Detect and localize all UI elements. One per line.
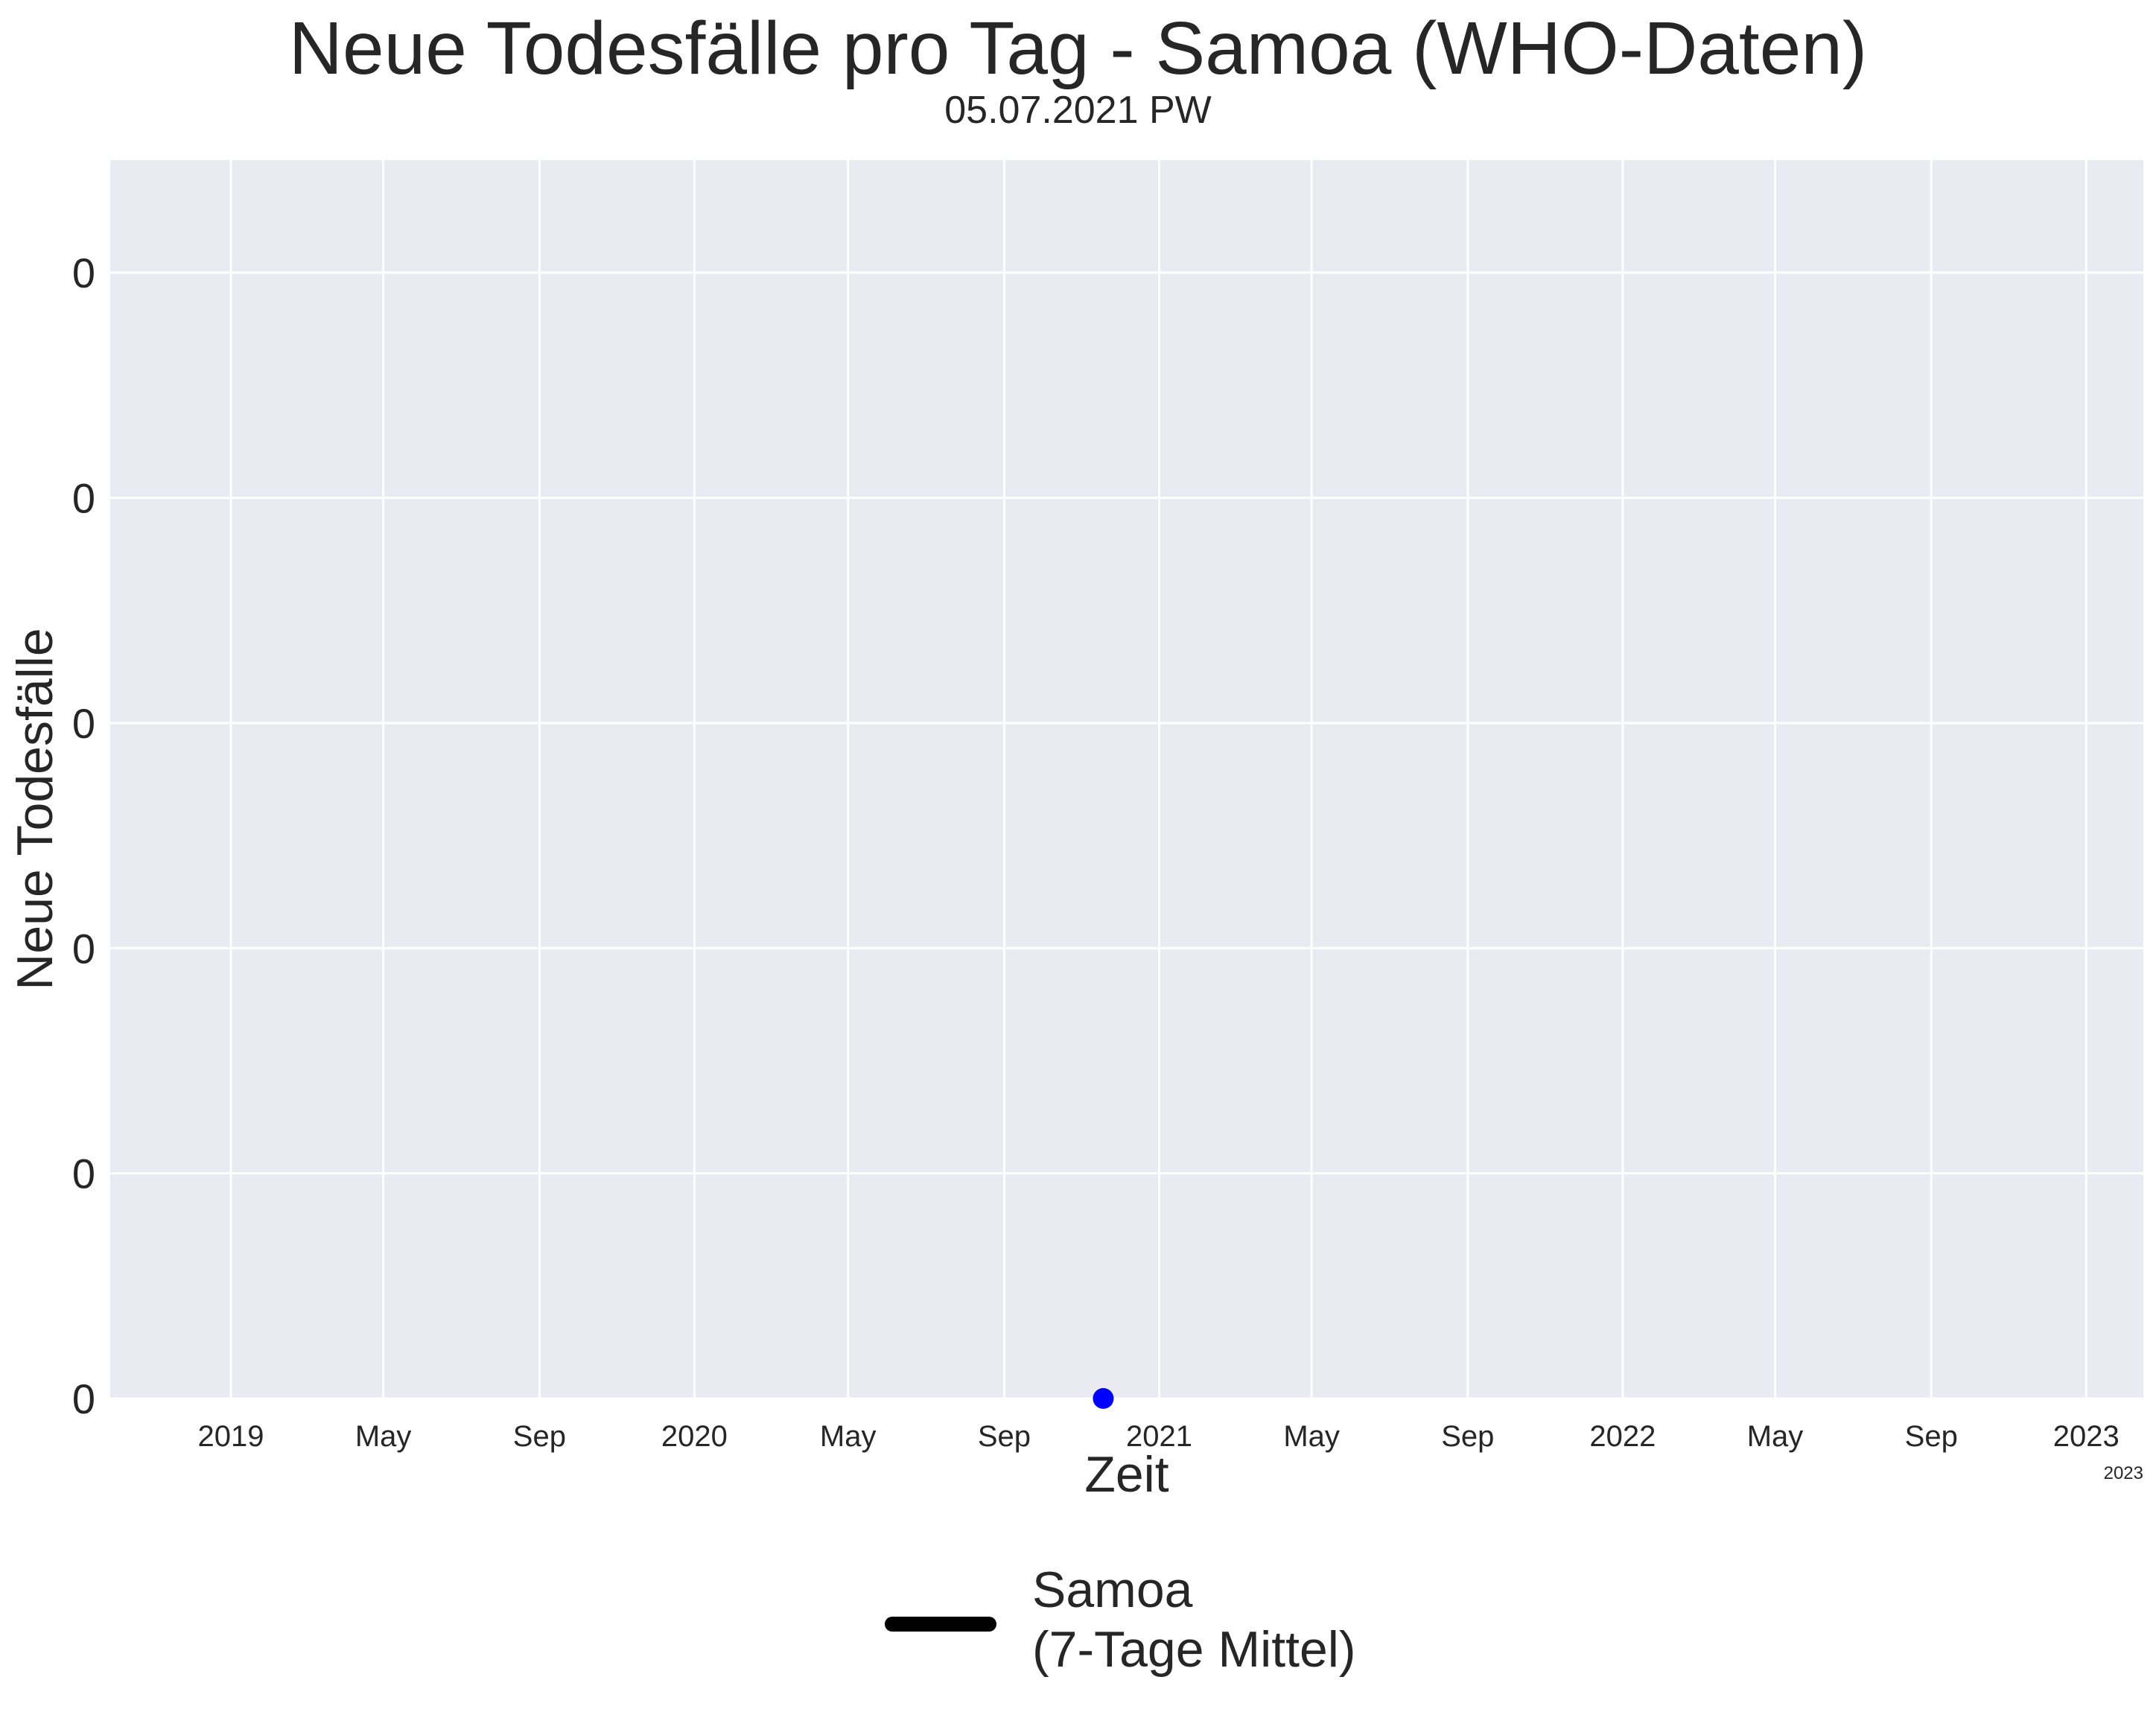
y-tick-label: 0 [72,475,95,522]
chart-title: Neue Todesfälle pro Tag - Samoa (WHO-Dat… [288,7,1868,90]
chart-subtitle: 05.07.2021 PW [944,89,1212,132]
y-tick-label: 0 [72,1375,95,1422]
plot-area [110,160,2143,1398]
x-tick-label: Sep [1441,1420,1494,1453]
data-point-marker [1093,1388,1114,1409]
y-tick-label: 0 [72,925,95,972]
x-offset-label: 2023 [2104,1463,2143,1483]
y-tick-label: 0 [72,249,95,296]
x-tick-label: 2023 [2053,1420,2120,1453]
x-tick-label: May [820,1420,877,1453]
x-tick-label: May [355,1420,412,1453]
x-tick-label: May [1283,1420,1340,1453]
x-tick-label: May [1747,1420,1804,1453]
y-axis-label: Neue Todesfälle [7,628,63,990]
y-tick-label: 0 [72,1151,95,1197]
x-tick-label: Sep [1905,1420,1958,1453]
legend-line-samoa [885,1617,996,1632]
y-tick-label: 0 [72,700,95,747]
x-tick-label: 2020 [661,1420,728,1453]
legend-label-samoa: Samoa (7-Tage Mittel) [1032,1562,1356,1678]
x-tick-label: Sep [513,1420,566,1453]
x-tick-label: 2021 [1126,1420,1192,1453]
x-axis-label: Zeit [1084,1446,1168,1503]
x-tick-label: Sep [978,1420,1031,1453]
legend: Samoa (7-Tage Mittel) [879,1560,1549,1678]
x-tick-label: 2022 [1589,1420,1656,1453]
x-tick-label: 2019 [198,1420,264,1453]
